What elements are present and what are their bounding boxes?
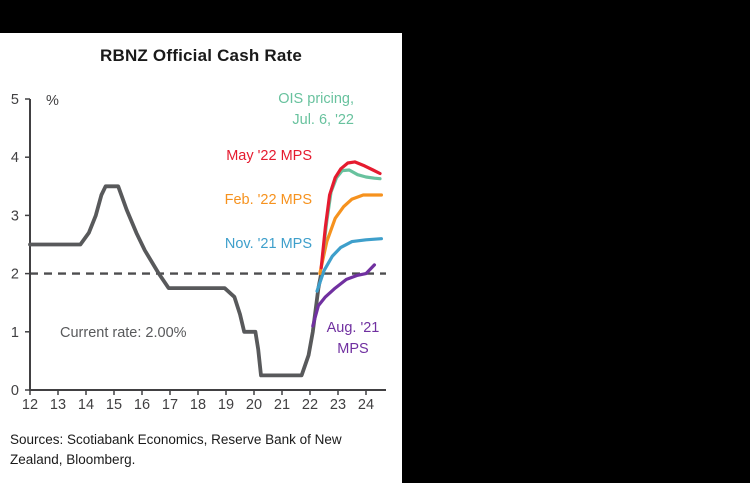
y-tick-label: 5 (11, 93, 19, 108)
x-tick-label: 22 (302, 397, 318, 413)
sources-note: Sources: Scotiabank Economics, Reserve B… (10, 432, 342, 467)
top-black-bar (0, 0, 402, 33)
series-line (319, 160, 382, 270)
chart-title: RBNZ Official Cash Rate (99, 46, 303, 65)
rbnz-ocr-chart-card: RBNZ Official Cash Rate % 12 13 14 15 16 17 18… (0, 33, 402, 483)
annotation-ois-line1: OIS pricing, (278, 91, 354, 107)
annotation-aug-line2: MPS (337, 341, 369, 357)
annotation-aug-21-mps: Aug. '21 MPS (318, 318, 388, 360)
series-line (315, 237, 383, 293)
right-black-panel (402, 0, 750, 483)
annotation-ois-line2: Jul. 6, '22 (292, 112, 354, 128)
x-tick-label: 23 (330, 397, 346, 413)
y-axis-unit-label: % (46, 93, 59, 109)
x-tick-label: 14 (78, 397, 94, 413)
annotation-ois-pricing: OIS pricing, Jul. 6, '22 (238, 89, 354, 131)
x-tick-label: 20 (246, 397, 262, 413)
x-tick-label: 18 (190, 397, 206, 413)
annotation-aug-line1: Aug. '21 (326, 320, 380, 336)
y-tick-label: 2 (11, 267, 19, 283)
y-tick-label: 0 (11, 383, 19, 399)
y-tick-label: 3 (11, 208, 19, 224)
x-tick-label: 16 (134, 397, 150, 413)
annotation-may-22-mps: May '22 MPS (226, 148, 312, 164)
x-tick-label: 12 (22, 397, 38, 413)
annotation-current-rate: Current rate: 2.00% (60, 325, 187, 341)
annotation-nov-21-mps: Nov. '21 MPS (224, 236, 312, 252)
y-tick-label: 1 (11, 325, 19, 341)
x-tick-label: 13 (50, 397, 66, 413)
series-line (311, 263, 376, 328)
x-tick-label: 15 (106, 397, 122, 413)
x-tick-label: 21 (274, 397, 290, 413)
x-tick-label: 19 (218, 397, 234, 413)
x-tick-label: 17 (162, 397, 178, 413)
x-tick-label: 24 (358, 397, 374, 413)
annotation-feb-22-mps: Feb. '22 MPS (224, 192, 312, 208)
y-tick-label: 4 (11, 150, 19, 166)
series-line (28, 184, 324, 378)
series-line (318, 193, 383, 276)
